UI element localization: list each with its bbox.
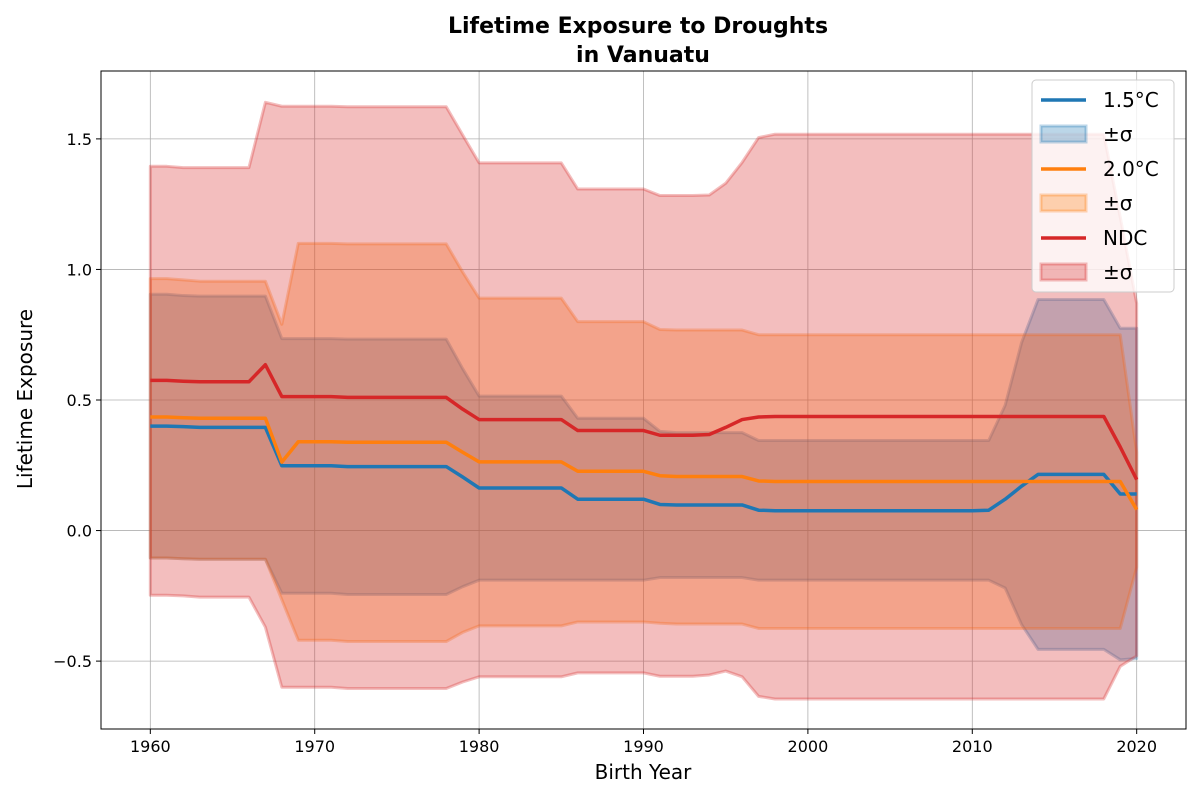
band-series-0	[148, 292, 1139, 662]
legend-band-label-0: ±σ	[1103, 122, 1133, 146]
y-tick-label: 1.0	[67, 260, 92, 279]
y-tick-label: −0.5	[53, 652, 92, 671]
series-layer	[148, 100, 1139, 701]
chart-title: Lifetime Exposure to Droughts	[448, 14, 828, 39]
line-series-0	[150, 424, 1137, 513]
line-series-1	[150, 415, 1139, 511]
band-series-2	[148, 100, 1139, 701]
y-axis-label: Lifetime Exposure	[13, 309, 37, 489]
x-tick-label: 1990	[623, 737, 664, 756]
plot-area: 1960 1970 1980 1990 2000 2010 2020 −0.5 0.0 0.5 1.…	[53, 70, 1187, 756]
legend-label-0: 1.5°C	[1103, 88, 1159, 112]
chart-subtitle: in Vanuatu	[576, 43, 710, 68]
legend: 1.5°C ±σ 2.0°C ±σ NDC ±σ	[1031, 79, 1175, 293]
x-tick-label: 2020	[1116, 737, 1157, 756]
x-tick-label: 2010	[952, 737, 993, 756]
legend-label-2: NDC	[1103, 226, 1147, 250]
x-tick-label: 1970	[294, 737, 335, 756]
x-tick-label: 2000	[788, 737, 829, 756]
x-tick-label: 1960	[130, 737, 171, 756]
legend-band-label-2: ±σ	[1103, 260, 1133, 284]
x-axis-label: Birth Year	[595, 760, 692, 784]
legend-band-swatch-2	[1039, 262, 1088, 282]
line-series-2	[150, 363, 1139, 481]
y-tick-label: 0.0	[67, 522, 92, 541]
band-series-1	[148, 241, 1139, 644]
y-tick-label: 1.5	[67, 130, 92, 149]
legend-band-swatch-1	[1039, 193, 1088, 213]
legend-band-label-1: ±σ	[1103, 191, 1133, 215]
legend-band-swatch-0	[1039, 124, 1088, 144]
x-tick-label: 1980	[459, 737, 500, 756]
legend-label-1: 2.0°C	[1103, 157, 1159, 181]
y-tick-label: 0.5	[67, 391, 92, 410]
